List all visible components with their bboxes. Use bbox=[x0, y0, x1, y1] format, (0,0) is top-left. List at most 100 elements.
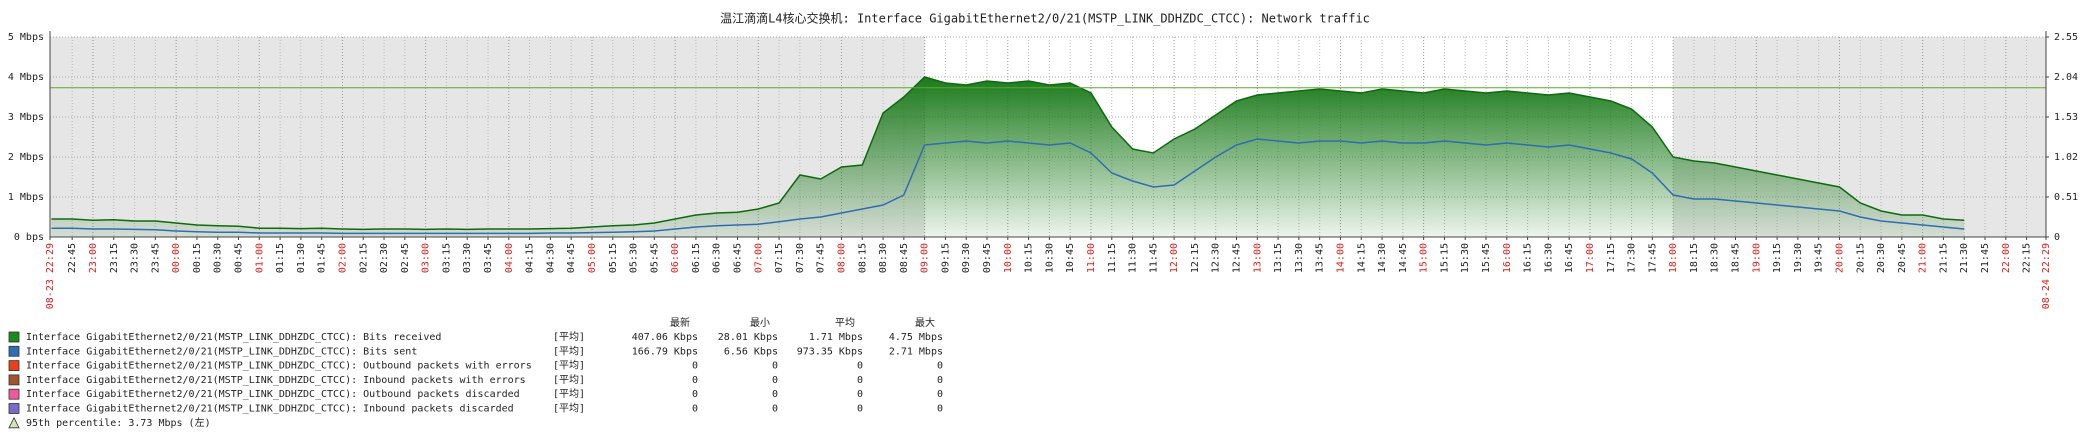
x-tick-label: 13:45 bbox=[1315, 243, 1326, 273]
x-tick-label: 21:00 bbox=[1918, 243, 1929, 273]
x-tick-label: 10:15 bbox=[1024, 243, 1035, 273]
y2-tick-label: 1.02 bbox=[2054, 152, 2078, 163]
x-tick-label: 02:15 bbox=[358, 243, 369, 273]
x-tick-label: 05:15 bbox=[608, 243, 619, 273]
x-tick-label: 07:45 bbox=[816, 243, 827, 273]
legend-stat: 0 bbox=[857, 389, 863, 400]
x-tick-label: 11:45 bbox=[1148, 243, 1159, 273]
legend-swatch bbox=[8, 331, 20, 343]
x-tick-label: 07:00 bbox=[753, 243, 764, 273]
legend-label: Interface GigabitEthernet2/0/21(MSTP_LIN… bbox=[26, 375, 526, 386]
x-tick-label: 11:30 bbox=[1128, 243, 1139, 273]
x-tick-label: 04:45 bbox=[566, 243, 577, 273]
legend-label: Interface GigabitEthernet2/0/21(MSTP_LIN… bbox=[26, 389, 520, 400]
x-tick-label: 04:00 bbox=[504, 243, 515, 273]
legend-label: Interface GigabitEthernet2/0/21(MSTP_LIN… bbox=[26, 332, 441, 343]
legend-stat: 0 bbox=[772, 389, 778, 400]
x-tick-label: 04:15 bbox=[525, 243, 536, 273]
x-tick-label: 19:00 bbox=[1751, 243, 1762, 273]
x-tick-label: 12:00 bbox=[1169, 243, 1180, 273]
x-tick-label: 21:15 bbox=[1938, 243, 1949, 273]
x-tick-label: 15:15 bbox=[1439, 243, 1450, 273]
x-tick-label: 20:15 bbox=[1855, 243, 1866, 273]
x-tick-label: 00:15 bbox=[192, 243, 203, 273]
x-tick-label: 06:45 bbox=[733, 243, 744, 273]
x-tick-label: 12:30 bbox=[1211, 243, 1222, 273]
legend-swatch bbox=[8, 374, 20, 386]
legend-function: [平均] bbox=[553, 403, 585, 415]
x-tick-label: 15:45 bbox=[1481, 243, 1492, 273]
x-tick-label: 19:30 bbox=[1793, 243, 1804, 273]
x-tick-label: 18:00 bbox=[1668, 243, 1679, 273]
legend-stat: 0 bbox=[857, 375, 863, 386]
legend-swatch bbox=[8, 388, 20, 400]
x-edge-label: 08-24 22:29 bbox=[2041, 243, 2052, 309]
x-tick-label: 10:30 bbox=[1044, 243, 1055, 273]
x-tick-label: 06:00 bbox=[670, 243, 681, 273]
x-tick-label: 12:45 bbox=[1232, 243, 1243, 273]
legend-stat: 0 bbox=[772, 404, 778, 415]
x-tick-label: 17:00 bbox=[1585, 243, 1596, 273]
legend-label: Interface GigabitEthernet2/0/21(MSTP_LIN… bbox=[26, 404, 514, 415]
x-tick-label: 14:00 bbox=[1335, 243, 1346, 273]
x-tick-label: 22:45 bbox=[67, 243, 78, 273]
x-tick-label: 02:45 bbox=[400, 243, 411, 273]
legend-stat: 0 bbox=[772, 375, 778, 386]
x-tick-label: 00:45 bbox=[234, 243, 245, 273]
x-tick-label: 04:30 bbox=[545, 243, 556, 273]
x-tick-label: 03:00 bbox=[421, 243, 432, 273]
x-tick-label: 06:15 bbox=[691, 243, 702, 273]
x-tick-label: 07:30 bbox=[795, 243, 806, 273]
legend-label: Interface GigabitEthernet2/0/21(MSTP_LIN… bbox=[26, 361, 532, 372]
legend-stat: 407.06 Kbps bbox=[632, 332, 698, 343]
x-tick-label: 23:30 bbox=[130, 243, 141, 273]
legend-stat: 0 bbox=[692, 404, 698, 415]
legend-stat: 0 bbox=[937, 404, 943, 415]
x-tick-label: 01:00 bbox=[254, 243, 265, 273]
x-tick-label: 05:30 bbox=[629, 243, 640, 273]
x-tick-label: 09:45 bbox=[982, 243, 993, 273]
x-tick-label: 13:15 bbox=[1273, 243, 1284, 273]
legend-function: [平均] bbox=[553, 374, 585, 386]
x-tick-label: 08:00 bbox=[836, 243, 847, 273]
x-tick-label: 03:30 bbox=[462, 243, 473, 273]
x-tick-label: 01:15 bbox=[275, 243, 286, 273]
legend-header: 最大 bbox=[915, 316, 935, 329]
x-tick-label: 17:45 bbox=[1647, 243, 1658, 273]
legend-stat: 0 bbox=[692, 389, 698, 400]
x-tick-label: 14:15 bbox=[1356, 243, 1367, 273]
x-tick-label: 19:15 bbox=[1772, 243, 1783, 273]
x-tick-label: 14:45 bbox=[1398, 243, 1409, 273]
x-tick-label: 21:30 bbox=[1959, 243, 1970, 273]
y-tick-label: 0 bps bbox=[14, 232, 44, 243]
x-tick-label: 22:00 bbox=[2001, 243, 2012, 273]
x-tick-label: 10:00 bbox=[1003, 243, 1014, 273]
y2-tick-label: 0 bbox=[2054, 232, 2060, 243]
x-tick-label: 08:15 bbox=[857, 243, 868, 273]
series-line bbox=[51, 76, 1965, 231]
percentile-icon bbox=[8, 416, 20, 429]
y-tick-label: 5 Mbps bbox=[8, 32, 44, 43]
x-tick-label: 18:30 bbox=[1710, 243, 1721, 273]
x-tick-label: 16:00 bbox=[1502, 243, 1513, 273]
legend-stat: 4.75 Mbps bbox=[889, 332, 943, 343]
legend-stat: 0 bbox=[857, 404, 863, 415]
x-tick-label: 23:15 bbox=[109, 243, 120, 273]
legend-stat: 0 bbox=[857, 361, 863, 372]
y2-tick-label: 1.53 bbox=[2054, 112, 2078, 123]
x-tick-label: 12:15 bbox=[1190, 243, 1201, 273]
legend-header: 平均 bbox=[835, 317, 855, 329]
x-tick-label: 13:00 bbox=[1252, 243, 1263, 273]
x-tick-label: 03:15 bbox=[441, 243, 452, 273]
x-tick-label: 00:30 bbox=[213, 243, 224, 273]
x-tick-label: 15:00 bbox=[1419, 243, 1430, 273]
area-fill bbox=[51, 77, 1965, 237]
legend-stat: 0 bbox=[937, 389, 943, 400]
legend-stat: 2.71 Mbps bbox=[889, 346, 943, 357]
x-tick-label: 11:15 bbox=[1107, 243, 1118, 273]
legend-stat: 166.79 Kbps bbox=[632, 346, 698, 357]
x-tick-label: 09:30 bbox=[961, 243, 972, 273]
x-tick-label: 23:00 bbox=[88, 243, 99, 273]
